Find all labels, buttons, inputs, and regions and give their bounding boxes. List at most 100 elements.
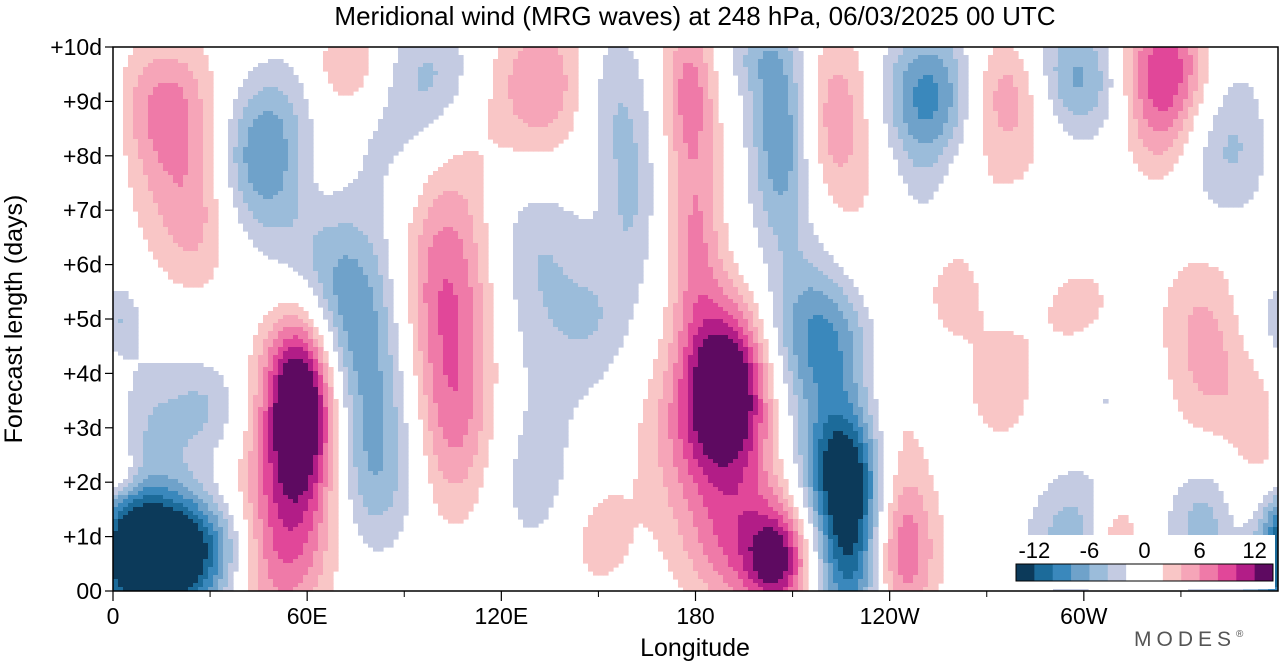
heatmap-cell [563,59,569,64]
heatmap-cell [168,155,174,160]
heatmap-cell [598,163,604,168]
heatmap-cell [603,111,609,116]
heatmap-cell [538,67,544,72]
heatmap-cell [673,151,679,156]
heatmap-cell [143,51,149,56]
heatmap-cell [1148,163,1154,168]
heatmap-cell [543,87,549,92]
heatmap-cell [243,163,249,168]
heatmap-cell [448,91,454,96]
heatmap-cell [1158,127,1164,132]
heatmap-cell [778,127,784,132]
heatmap-cell [713,135,719,140]
heatmap-cell [848,79,854,84]
heatmap-cell [833,63,839,68]
heatmap-cell [768,135,774,140]
heatmap-cell [1153,163,1159,168]
heatmap-cell [748,67,754,72]
heatmap-cell [233,159,239,164]
heatmap-cell [788,135,794,140]
heatmap-cell [1078,59,1084,64]
heatmap-cell [278,123,284,128]
heatmap-cell [663,123,669,128]
heatmap-cell [568,67,574,72]
heatmap-cell [418,71,424,76]
heatmap-cell [948,55,954,60]
heatmap-cell [1143,159,1149,164]
heatmap-cell [208,155,214,160]
heatmap-cell [363,167,369,172]
heatmap-cell [933,99,939,104]
heatmap-cell [828,75,834,80]
heatmap-cell [543,143,549,148]
heatmap-cell [1013,95,1019,100]
heatmap-cell [283,155,289,160]
heatmap-cell [248,167,254,172]
heatmap-cell [448,55,454,60]
heatmap-cell [418,67,424,72]
heatmap-cell [778,51,784,56]
heatmap-cell [1123,91,1129,96]
heatmap-cell [668,163,674,168]
heatmap-cell [598,167,604,172]
heatmap-cell [963,99,969,104]
heatmap-cell [288,179,294,184]
heatmap-cell [418,91,424,96]
heatmap-cell [308,159,314,164]
heatmap-cell [343,87,349,92]
heatmap-cell [633,87,639,92]
heatmap-cell [533,75,539,80]
heatmap-cell [798,135,804,140]
heatmap-cell [308,135,314,140]
heatmap-cell [793,139,799,144]
heatmap-cell [1163,131,1169,136]
heatmap-cell [548,99,554,104]
heatmap-cell [1148,107,1154,112]
heatmap-cell [903,163,909,168]
heatmap-cell [913,151,919,156]
heatmap-cell [408,75,414,80]
heatmap-cell [843,67,849,72]
heatmap-cell [388,155,394,160]
heatmap-cell [253,67,259,72]
heatmap-cell [673,123,679,128]
heatmap-cell [818,107,824,112]
heatmap-cell [158,107,164,112]
heatmap-cell [268,167,274,172]
heatmap-cell [928,155,934,160]
heatmap-cell [853,115,859,120]
heatmap-cell [763,143,769,148]
heatmap-cell [988,75,994,80]
heatmap-cell [553,71,559,76]
heatmap-cell [1028,143,1034,148]
heatmap-cell [938,83,944,88]
heatmap-cell [798,67,804,72]
heatmap-cell [1178,123,1184,128]
heatmap-cell [533,127,539,132]
heatmap-cell [283,119,289,124]
heatmap-cell [998,111,1004,116]
heatmap-cell [758,87,764,92]
heatmap-cell [1133,87,1139,92]
heatmap-cell [518,63,524,68]
heatmap-cell [203,151,209,156]
heatmap-cell [283,99,289,104]
heatmap-cell [768,67,774,72]
heatmap-cell [528,119,534,124]
heatmap-cell [1213,119,1219,124]
heatmap-cell [298,107,304,112]
heatmap-cell [513,107,519,112]
heatmap-cell [1258,139,1264,144]
heatmap-cell [1008,131,1014,136]
heatmap-cell [128,55,134,60]
heatmap-cell [943,115,949,120]
heatmap-cell [818,131,824,136]
heatmap-cell [993,95,999,100]
heatmap-cell [408,123,414,128]
heatmap-cell [793,143,799,148]
heatmap-cell [1053,111,1059,116]
heatmap-cell [123,71,129,76]
heatmap-cell [573,71,579,76]
heatmap-cell [1168,127,1174,132]
heatmap-cell [648,163,654,168]
